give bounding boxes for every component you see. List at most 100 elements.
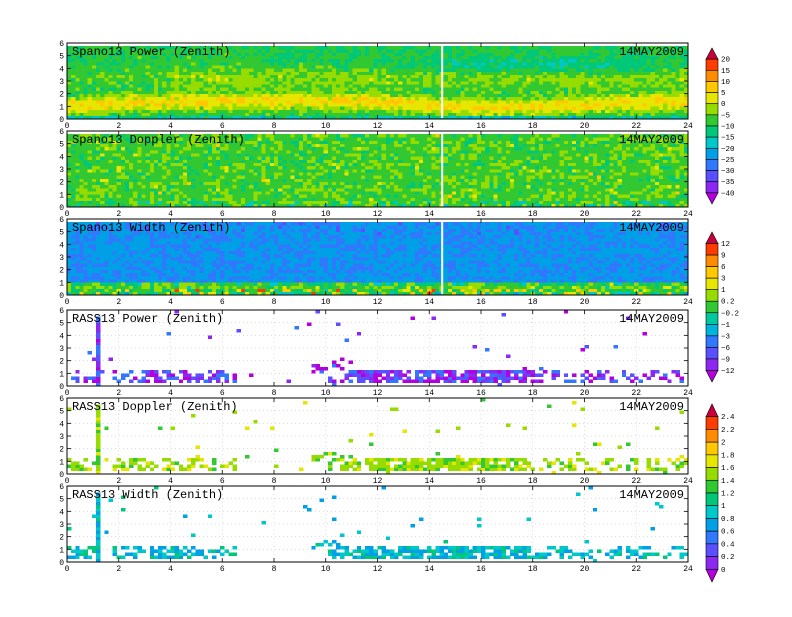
heatmap-cell [274,144,278,147]
heatmap-cell [270,198,274,201]
heatmap-cell [237,160,241,163]
heatmap-cell [597,110,601,113]
heatmap-cell [618,78,622,81]
heatmap-cell [386,46,390,49]
heatmap-cell [295,84,299,87]
heatmap-cell [357,56,361,59]
heatmap-cell [390,62,394,65]
heatmap-cell [634,81,638,84]
heatmap-cell [315,65,319,68]
heatmap-cell [291,75,295,78]
heatmap-cell [266,56,270,59]
heatmap-cell [435,46,439,49]
heatmap-cell [373,65,377,68]
heatmap-cell [386,78,390,81]
heatmap-cell [676,72,680,75]
heatmap-cell [208,65,212,68]
heatmap-cell [551,75,555,78]
heatmap-cell [419,106,423,109]
heatmap-cell [626,94,630,97]
heatmap-cell [253,97,257,100]
heatmap-cell [96,182,100,185]
heatmap-cell [522,91,526,94]
heatmap-cell [378,56,382,59]
heatmap-cell [295,141,299,144]
heatmap-cell [237,65,241,68]
heatmap-cell [228,65,232,68]
heatmap-cell [108,156,112,159]
heatmap-cell [344,49,348,52]
heatmap-cell [249,156,253,159]
heatmap-cell [137,172,141,175]
heatmap-cell [398,100,402,103]
heatmap-cell [406,53,410,56]
heatmap-cell [274,191,278,194]
heatmap-cell [224,113,228,116]
heatmap-cell [270,78,274,81]
heatmap-cell [452,103,456,106]
heatmap-cell [291,188,295,191]
heatmap-cell [291,134,295,137]
heatmap-cell [166,163,170,166]
heatmap-cell [212,153,216,156]
heatmap-cell [191,188,195,191]
heatmap-cell [303,175,307,178]
heatmap-cell [502,113,506,116]
heatmap-cell [108,147,112,150]
heatmap-cell [166,91,170,94]
heatmap-cell [311,166,315,169]
heatmap-cell [212,87,216,90]
heatmap-cell [671,97,675,100]
heatmap-cell [67,182,71,185]
heatmap-cell [332,87,336,90]
heatmap-cell [71,150,75,153]
heatmap-cell [179,182,183,185]
heatmap-cell [647,113,651,116]
heatmap-cell [175,94,179,97]
heatmap-cell [311,97,315,100]
heatmap-cell [262,91,266,94]
heatmap-cell [191,175,195,178]
heatmap-cell [257,87,261,90]
heatmap-cell [460,81,464,84]
heatmap-cell [307,59,311,62]
heatmap-cell [378,49,382,52]
heatmap-cell [353,59,357,62]
heatmap-cell [183,198,187,201]
heatmap-cell [435,78,439,81]
heatmap-cell [489,113,493,116]
heatmap-cell [299,194,303,197]
heatmap-cell [75,59,79,62]
heatmap-cell [79,103,83,106]
heatmap-cell [191,81,195,84]
heatmap-cell [369,62,373,65]
heatmap-cell [92,175,96,178]
heatmap-cell [419,72,423,75]
heatmap-cell [187,113,191,116]
heatmap-cell [295,97,299,100]
heatmap-cell [158,68,162,71]
heatmap-cell [92,87,96,90]
heatmap-cell [75,194,79,197]
heatmap-cell [659,106,663,109]
heatmap-cell [92,91,96,94]
heatmap-cell [220,100,224,103]
heatmap-cell [609,100,613,103]
heatmap-cell [448,65,452,68]
heatmap-cell [369,53,373,56]
panel-date: 14MAY2009 [619,45,684,59]
heatmap-cell [560,87,564,90]
heatmap-cell [282,46,286,49]
heatmap-cell [580,78,584,81]
heatmap-cell [332,113,336,116]
heatmap-cell [435,94,439,97]
heatmap-cell [307,56,311,59]
heatmap-cell [208,179,212,182]
heatmap-cell [137,103,141,106]
heatmap-cell [75,182,79,185]
heatmap-cell [84,103,88,106]
heatmap-cell [199,75,203,78]
heatmap-cell [547,59,551,62]
heatmap-cell [158,87,162,90]
heatmap-cell [580,97,584,100]
